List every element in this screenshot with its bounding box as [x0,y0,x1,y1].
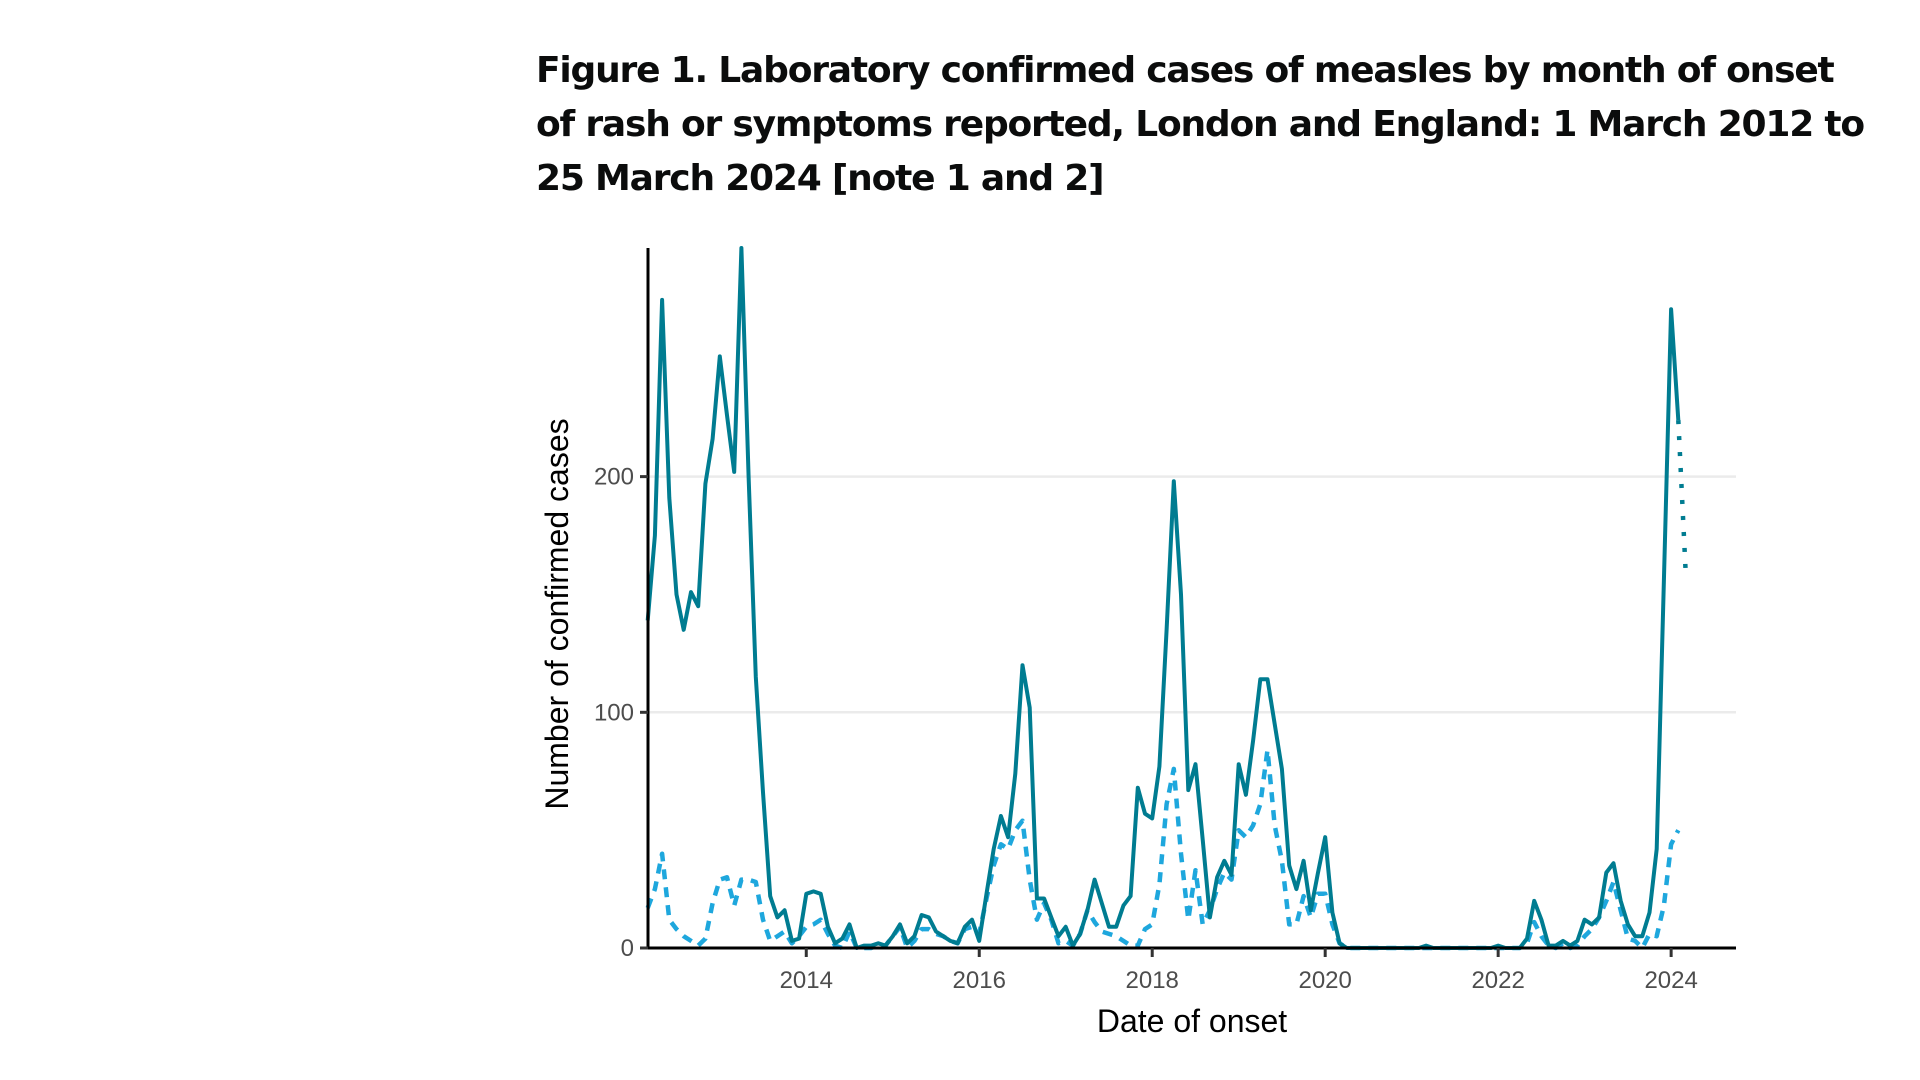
x-tick-label: 2024 [1644,967,1697,994]
x-ticks: 2014 2016 2018 2020 2022 2024 [780,948,1698,994]
figure-title: Figure 1. Laboratory confirmed cases of … [536,50,1865,199]
series-line-london [645,747,1681,951]
x-tick-label: 2020 [1298,967,1351,994]
series-line-england-provisional [1676,419,1688,569]
x-tick-label: 2018 [1126,967,1179,994]
y-tick-label: 0 [621,935,634,962]
gridlines [648,475,1736,714]
x-tick-label: 2014 [780,967,833,994]
x-tick-label: 2022 [1471,967,1524,994]
x-tick-label: 2016 [953,967,1006,994]
y-tick-label: 100 [594,699,634,726]
y-ticks: 0 100 200 [594,464,648,962]
series-layer [645,246,1688,951]
y-tick-label: 200 [594,464,634,491]
y-axis-title: Number of confirmed cases [539,418,575,809]
x-axis-title: Date of onset [1097,1003,1287,1039]
